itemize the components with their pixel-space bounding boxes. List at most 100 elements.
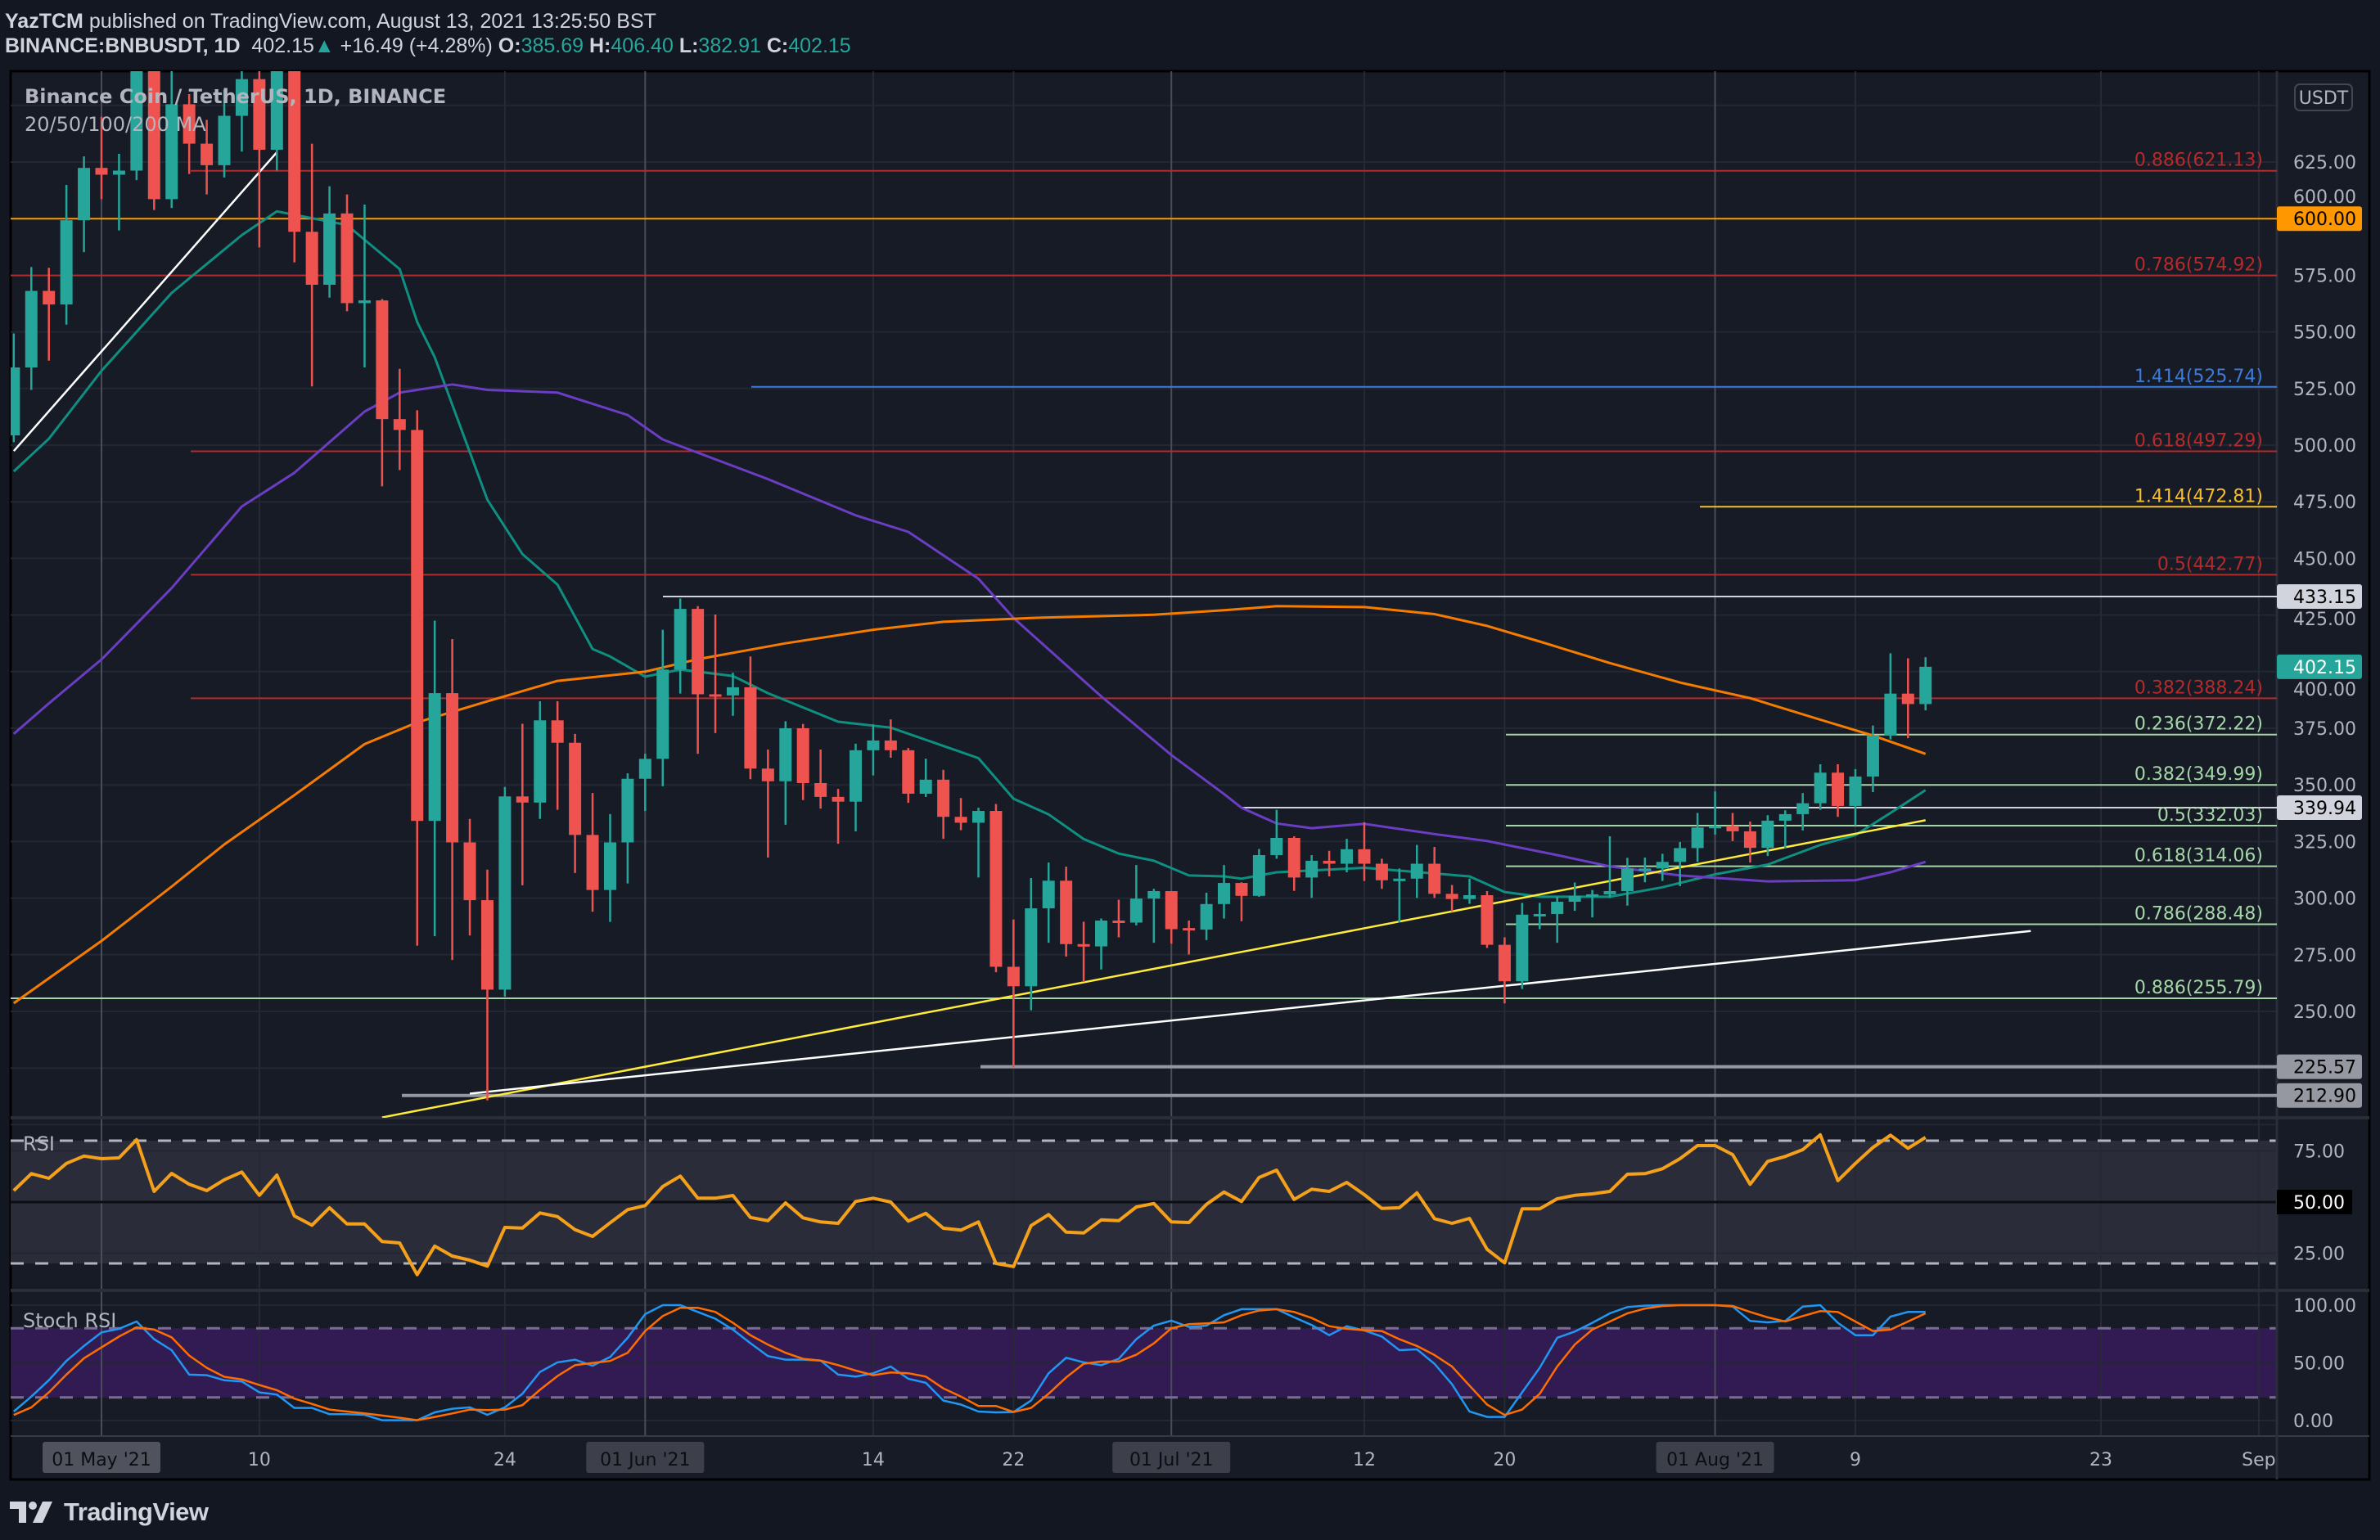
candle[interactable]: [1849, 768, 1862, 826]
candle[interactable]: [95, 116, 108, 200]
candle[interactable]: [7, 333, 20, 443]
candle[interactable]: [726, 673, 739, 716]
chart-legend-indicator[interactable]: 20/50/100/200 MA: [25, 113, 206, 136]
trendline[interactable]: [469, 930, 2031, 1095]
candle[interactable]: [1129, 865, 1143, 925]
chart-legend-title[interactable]: Binance Coin / TetherUS, 1D, BINANCE: [25, 85, 447, 108]
candle[interactable]: [1586, 889, 1599, 918]
candle[interactable]: [130, 38, 143, 181]
candle[interactable]: [1252, 849, 1265, 897]
candle[interactable]: [1007, 919, 1020, 1068]
candle[interactable]: [674, 598, 687, 694]
candle[interactable]: [534, 701, 547, 819]
candle[interactable]: [1639, 858, 1652, 883]
candle[interactable]: [1305, 855, 1318, 898]
stoch-rsi-label[interactable]: Stoch RSI: [23, 1309, 116, 1332]
candle[interactable]: [463, 818, 476, 936]
candle[interactable]: [1620, 858, 1634, 906]
candle[interactable]: [201, 119, 214, 195]
candle[interactable]: [112, 154, 125, 231]
candle[interactable]: [1077, 921, 1090, 983]
candle[interactable]: [323, 186, 336, 298]
candle[interactable]: [1270, 809, 1283, 859]
candle[interactable]: [744, 656, 757, 780]
candle[interactable]: [25, 267, 38, 390]
candle[interactable]: [1235, 882, 1248, 921]
candle[interactable]: [919, 759, 932, 797]
candle[interactable]: [1463, 878, 1476, 904]
tradingview-logo[interactable]: TradingView: [10, 1497, 209, 1527]
candle[interactable]: [376, 299, 389, 487]
candle[interactable]: [358, 205, 371, 368]
author-name[interactable]: YazTCM: [5, 10, 83, 33]
candle[interactable]: [78, 156, 91, 253]
candle[interactable]: [305, 143, 318, 387]
candle[interactable]: [1341, 839, 1354, 873]
candle[interactable]: [1832, 764, 1845, 817]
candle[interactable]: [884, 719, 897, 758]
candle[interactable]: [516, 723, 529, 885]
candle[interactable]: [235, 60, 248, 152]
candle[interactable]: [411, 410, 424, 946]
candle[interactable]: [954, 798, 967, 831]
candle[interactable]: [1726, 813, 1739, 841]
candle[interactable]: [709, 615, 722, 733]
candle[interactable]: [1445, 885, 1458, 912]
candle[interactable]: [480, 869, 494, 1101]
candle[interactable]: [1112, 899, 1125, 938]
candle[interactable]: [603, 813, 616, 922]
candle[interactable]: [288, 15, 301, 263]
candle[interactable]: [1656, 853, 1669, 881]
candle[interactable]: [1481, 891, 1494, 948]
candle[interactable]: [1884, 653, 1897, 740]
candle[interactable]: [183, 93, 196, 174]
candle[interactable]: [270, 15, 283, 171]
candle[interactable]: [1498, 937, 1511, 1004]
candle[interactable]: [1691, 813, 1704, 862]
candle[interactable]: [428, 620, 441, 937]
currency-button[interactable]: USDT: [2294, 83, 2353, 111]
candle[interactable]: [1183, 921, 1196, 955]
candle[interactable]: [446, 638, 459, 961]
candle[interactable]: [43, 268, 56, 361]
candle[interactable]: [1674, 841, 1687, 886]
rsi-label[interactable]: RSI: [23, 1132, 55, 1155]
candle[interactable]: [1025, 877, 1038, 1011]
candle[interactable]: [1796, 793, 1810, 831]
candle[interactable]: [253, 60, 266, 248]
candle[interactable]: [1778, 810, 1792, 849]
candle[interactable]: [1375, 858, 1388, 889]
candle[interactable]: [656, 629, 669, 786]
candle[interactable]: [498, 786, 512, 997]
candle[interactable]: [340, 194, 354, 312]
candle[interactable]: [1743, 822, 1756, 863]
candle[interactable]: [849, 743, 862, 831]
candle[interactable]: [867, 724, 880, 776]
candle[interactable]: [1533, 903, 1546, 930]
candle[interactable]: [165, 60, 178, 209]
candle[interactable]: [1218, 865, 1231, 919]
candle[interactable]: [1165, 891, 1178, 944]
candle[interactable]: [638, 754, 651, 812]
candle[interactable]: [1516, 903, 1529, 989]
candle[interactable]: [1901, 658, 1914, 739]
candle[interactable]: [1060, 867, 1073, 957]
candle[interactable]: [1358, 822, 1371, 881]
candle[interactable]: [1393, 868, 1406, 923]
candle[interactable]: [692, 606, 705, 754]
trendline[interactable]: [381, 819, 1926, 1118]
candle[interactable]: [1709, 791, 1722, 835]
candle[interactable]: [1147, 889, 1161, 943]
candle[interactable]: [1200, 892, 1213, 940]
candle[interactable]: [1551, 896, 1564, 943]
candle[interactable]: [814, 750, 827, 809]
candle[interactable]: [551, 701, 564, 810]
trendline[interactable]: [12, 151, 278, 453]
candle[interactable]: [218, 89, 231, 178]
candle[interactable]: [1042, 862, 1055, 943]
candle[interactable]: [1866, 725, 1879, 793]
candle[interactable]: [1603, 836, 1616, 898]
candle[interactable]: [989, 804, 1003, 973]
candle[interactable]: [586, 793, 599, 912]
